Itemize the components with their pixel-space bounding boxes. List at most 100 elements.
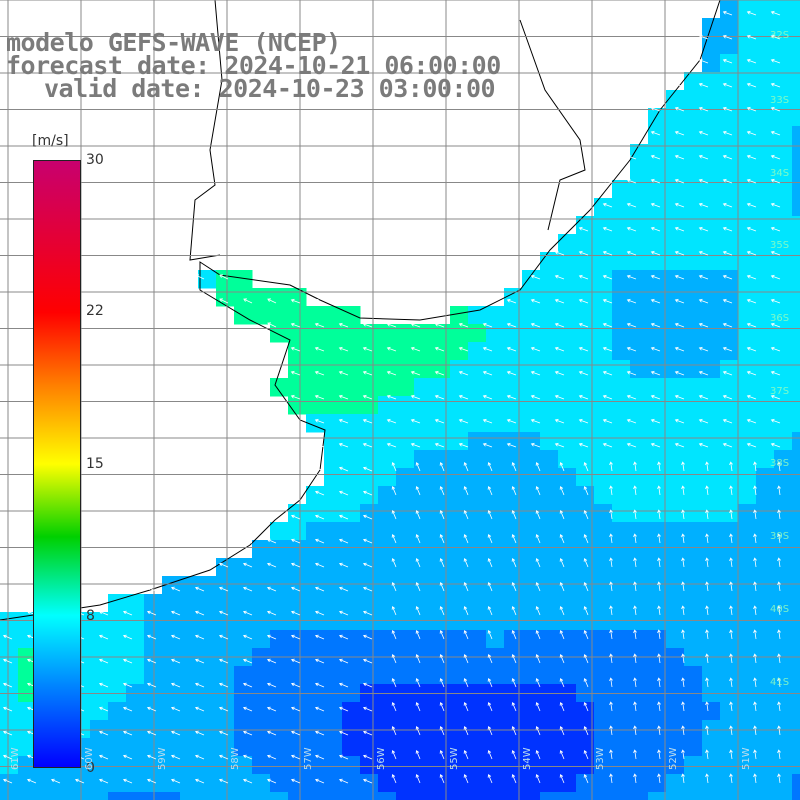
wind-vector-arrow — [386, 442, 397, 448]
wind-speed-cell — [630, 540, 649, 559]
wind-vector-arrow — [746, 154, 757, 160]
wind-speed-cell — [216, 702, 235, 721]
wind-speed-cell — [720, 288, 739, 307]
wind-speed-cell — [414, 414, 433, 433]
wind-speed-cell — [720, 252, 739, 271]
wind-vector-arrow — [770, 322, 781, 328]
wind-speed-cell — [342, 558, 361, 577]
wind-speed-cell — [486, 468, 505, 487]
wind-speed-cell — [648, 198, 667, 217]
wind-speed-cell — [774, 738, 793, 757]
wind-vector-arrow — [415, 485, 421, 496]
wind-speed-cell — [648, 252, 667, 271]
wind-speed-cell — [486, 450, 505, 469]
wind-speed-cell — [324, 450, 343, 469]
wind-vector-arrow — [386, 346, 397, 352]
wind-vector-arrow — [770, 178, 781, 184]
wind-speed-cell — [378, 468, 397, 487]
country-border — [189, 0, 223, 261]
wind-speed-cell — [324, 342, 343, 361]
wind-speed-cell — [612, 702, 631, 721]
wind-speed-cell — [396, 504, 415, 523]
wind-vector-arrow — [535, 533, 541, 544]
wind-speed-cell — [702, 90, 721, 109]
wind-speed-cell — [612, 468, 631, 487]
wind-speed-cell — [792, 324, 800, 343]
wind-speed-cell — [468, 594, 487, 613]
wind-speed-cell — [684, 612, 703, 631]
wind-speed-cell — [774, 54, 793, 73]
wind-vector-arrow — [338, 586, 349, 592]
wind-speed-cell — [414, 576, 433, 595]
wind-speed-cell — [162, 774, 181, 793]
wind-vector-arrow — [487, 629, 493, 640]
wind-speed-cell — [594, 360, 613, 379]
lat-label: 38S — [770, 458, 790, 469]
wind-speed-cell — [594, 720, 613, 739]
wind-speed-cell — [756, 108, 775, 127]
wind-speed-cell — [396, 468, 415, 487]
wind-vector-arrow — [650, 418, 661, 424]
wind-speed-cell — [576, 594, 595, 613]
wind-speed-cell — [324, 702, 343, 721]
wind-speed-cell — [594, 756, 613, 775]
wind-vector-arrow — [487, 509, 493, 520]
wind-speed-cell — [576, 378, 595, 397]
wind-speed-cell — [432, 432, 451, 451]
wind-speed-cell — [792, 54, 800, 73]
wind-vector-arrow — [458, 322, 469, 328]
wind-speed-cell — [684, 90, 703, 109]
wind-vector-arrow — [415, 461, 421, 472]
wind-speed-cell — [414, 432, 433, 451]
wind-vector-arrow — [559, 581, 565, 592]
wind-vector-arrow — [681, 629, 685, 640]
wind-vector-arrow — [487, 533, 493, 544]
wind-vector-arrow — [314, 778, 325, 784]
wind-speed-cell — [396, 558, 415, 577]
wind-vector-arrow — [463, 485, 469, 496]
wind-speed-cell — [504, 594, 523, 613]
wind-speed-cell — [792, 630, 800, 649]
wind-vector-arrow — [338, 346, 349, 352]
wind-speed-cell — [720, 756, 739, 775]
wind-speed-cell — [414, 342, 433, 361]
lat-label: 35S — [770, 240, 790, 251]
wind-vector-arrow — [770, 346, 781, 352]
wind-vector-arrow — [698, 154, 709, 160]
wind-speed-cell — [450, 522, 469, 541]
wind-speed-cell — [108, 612, 127, 631]
wind-vector-arrow — [290, 514, 301, 520]
wind-speed-cell — [792, 774, 800, 793]
wind-speed-cell — [450, 774, 469, 793]
wind-vector-arrow — [410, 346, 421, 352]
wind-speed-cell — [630, 522, 649, 541]
wind-speed-cell — [450, 792, 469, 800]
wind-speed-cell — [468, 522, 487, 541]
wind-vector-arrow — [729, 701, 733, 712]
wind-speed-cell — [612, 594, 631, 613]
wind-speed-cell — [414, 522, 433, 541]
wind-speed-cell — [378, 396, 397, 415]
wind-speed-cell — [288, 540, 307, 559]
wind-speed-cell — [630, 720, 649, 739]
wind-speed-cell — [18, 738, 37, 757]
wind-vector-arrow — [218, 634, 229, 640]
wind-speed-cell — [648, 612, 667, 631]
wind-speed-cell — [450, 612, 469, 631]
wind-vector-arrow — [362, 346, 373, 352]
wind-speed-cell — [540, 414, 559, 433]
wind-speed-cell — [774, 126, 793, 145]
wind-vector-arrow — [314, 538, 325, 544]
wind-speed-cell — [198, 738, 217, 757]
wind-speed-cell — [504, 756, 523, 775]
wind-speed-cell — [198, 630, 217, 649]
wind-vector-arrow — [338, 754, 349, 760]
wind-speed-cell — [720, 720, 739, 739]
wind-speed-cell — [0, 756, 19, 775]
wind-vector-arrow — [777, 461, 781, 472]
wind-speed-cell — [720, 270, 739, 289]
wind-speed-cell — [720, 396, 739, 415]
wind-speed-cell — [198, 792, 217, 800]
wind-vector-arrow — [242, 610, 253, 616]
wind-speed-cell — [612, 792, 631, 800]
